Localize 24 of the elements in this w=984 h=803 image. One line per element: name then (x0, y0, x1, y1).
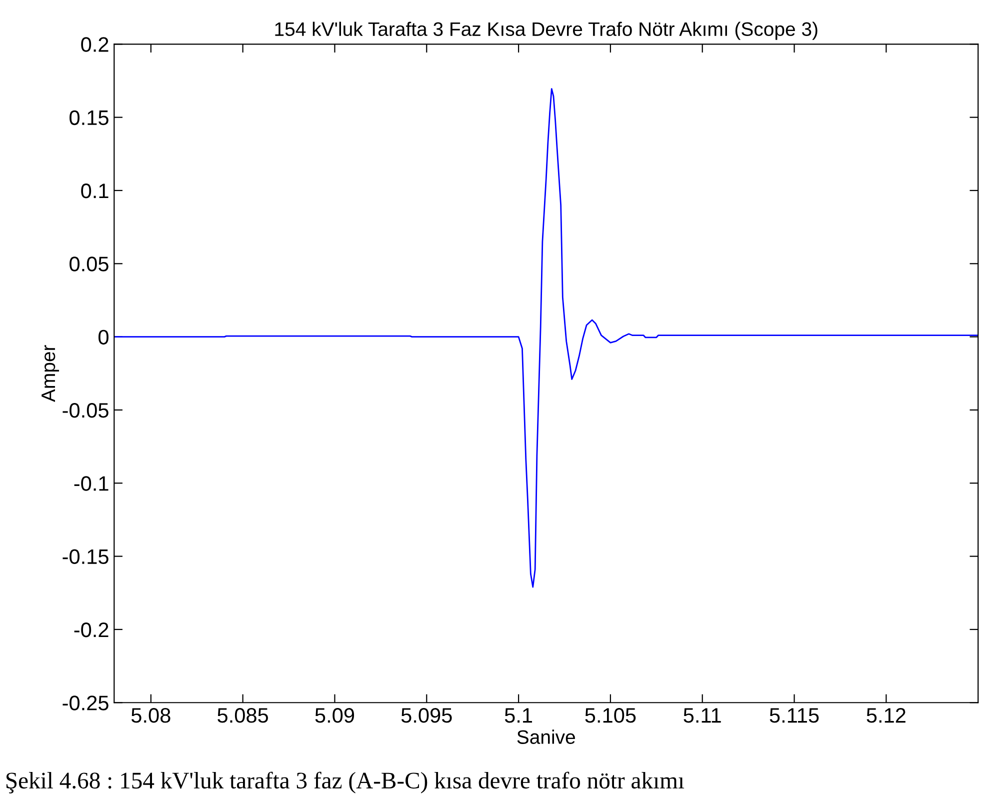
y-axis-title: Amper (42, 345, 60, 402)
x-tick-label: 5.105 (585, 708, 636, 723)
x-tick-label: 5.08 (131, 708, 170, 723)
y-tick-label: 0.05 (70, 256, 108, 272)
x-axis-title: Sanive (517, 730, 575, 744)
x-tick-label: 5.115 (770, 708, 819, 723)
y-tick-label: -0.15 (62, 549, 108, 564)
x-tick-label: 5.095 (401, 708, 452, 723)
line-series (114, 88, 978, 588)
text: Şekil 4.68 : 154 kV'luk tarafta 3 faz (A-B-C) kısa devre trafo nötr akımı (6, 772, 684, 794)
y-tick-label: 0.15 (70, 110, 108, 126)
y-tick-label: 0 (98, 330, 108, 345)
x-tick-label: 5.12 (866, 708, 906, 723)
y-tick-label: -0.1 (74, 476, 108, 491)
x-tick-label: 5.085 (218, 708, 268, 723)
y-tick-label: 0.1 (81, 183, 108, 198)
y-tick-label: -0.2 (74, 622, 108, 638)
y-tick-label: 0.2 (81, 37, 108, 52)
x-tick-label: 5.11 (684, 708, 721, 723)
y-tick-label: -0.05 (62, 402, 108, 418)
x-tick-label: 5.1 (504, 708, 532, 723)
chart-title: 154 kV'luk Tarafta 3 Faz Kısa Devre Trafo Nötr Akımı (Scope 3) (275, 22, 818, 40)
x-tick-label: 5.09 (315, 708, 354, 723)
y-tick-label: -0.25 (62, 696, 108, 710)
